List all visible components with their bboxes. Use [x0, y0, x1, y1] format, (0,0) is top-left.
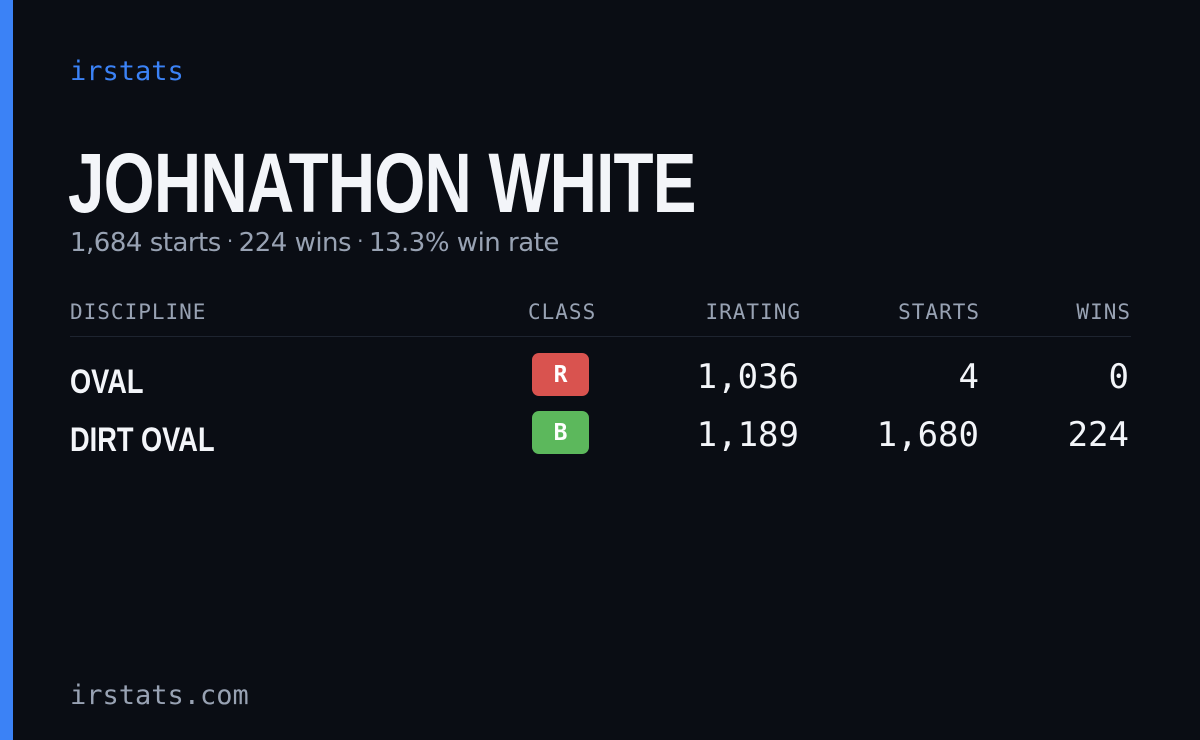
footer-domain: irstats.com — [70, 680, 249, 711]
driver-name: JOHNATHON WHITE — [68, 136, 696, 230]
starts-cell: 4 — [958, 357, 979, 397]
wins-cell: 224 — [1067, 415, 1129, 455]
accent-bar — [0, 0, 13, 740]
irating-cell: 1,036 — [696, 357, 799, 397]
header-wins: WINS — [1076, 300, 1131, 324]
brand-logo: irstats — [70, 56, 184, 87]
wins-summary: 224 wins — [238, 228, 352, 258]
header-starts: STARTS — [898, 300, 980, 324]
starts-cell: 1,680 — [876, 415, 979, 455]
separator: · — [357, 229, 363, 253]
win-rate-summary: 13.3% win rate — [368, 228, 559, 258]
table-row: OVAL R 1,036 4 0 — [70, 353, 1131, 411]
separator: · — [226, 229, 233, 253]
driver-summary: 1,684 starts · 224 wins · 13.3% win rate — [70, 228, 559, 258]
class-badge: R — [532, 353, 589, 396]
class-badge: B — [532, 411, 589, 454]
header-discipline: DISCIPLINE — [70, 300, 207, 324]
starts-summary: 1,684 starts — [70, 228, 221, 258]
discipline-cell: DIRT OVAL — [70, 421, 215, 459]
header-class: CLASS — [528, 300, 597, 324]
discipline-cell: OVAL — [70, 363, 144, 401]
wins-cell: 0 — [1108, 357, 1129, 397]
table-row: DIRT OVAL B 1,189 1,680 224 — [70, 411, 1131, 469]
irating-cell: 1,189 — [696, 415, 799, 455]
header-irating: IRATING — [705, 300, 801, 324]
table-header: DISCIPLINE CLASS IRATING STARTS WINS — [70, 298, 1131, 337]
stats-table: DISCIPLINE CLASS IRATING STARTS WINS OVA… — [70, 298, 1131, 469]
